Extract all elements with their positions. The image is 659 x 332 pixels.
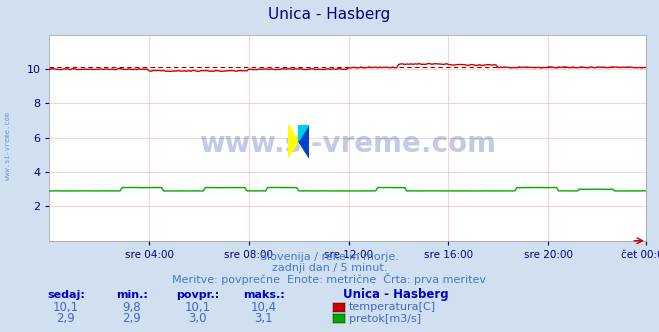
Text: 10,4: 10,4 — [250, 300, 277, 314]
Text: sedaj:: sedaj: — [47, 290, 85, 300]
Text: 3,1: 3,1 — [254, 312, 273, 325]
Text: zadnji dan / 5 minut.: zadnji dan / 5 minut. — [272, 263, 387, 273]
Text: Slovenija / reke in morje.: Slovenija / reke in morje. — [260, 252, 399, 262]
Text: Meritve: povprečne  Enote: metrične  Črta: prva meritev: Meritve: povprečne Enote: metrične Črta:… — [173, 273, 486, 285]
Text: povpr.:: povpr.: — [176, 290, 219, 300]
Text: temperatura[C]: temperatura[C] — [349, 302, 436, 312]
Text: 10,1: 10,1 — [53, 300, 79, 314]
Text: pretok[m3/s]: pretok[m3/s] — [349, 314, 420, 324]
Text: min.:: min.: — [116, 290, 148, 300]
Polygon shape — [299, 124, 309, 141]
Text: 3,0: 3,0 — [188, 312, 207, 325]
Text: Unica - Hasberg: Unica - Hasberg — [268, 7, 391, 23]
Text: www.si-vreme.com: www.si-vreme.com — [5, 112, 11, 180]
Text: Unica - Hasberg: Unica - Hasberg — [343, 288, 448, 301]
Text: maks.:: maks.: — [243, 290, 285, 300]
Text: www.si-vreme.com: www.si-vreme.com — [199, 130, 496, 158]
Text: 2,9: 2,9 — [57, 312, 75, 325]
Text: 9,8: 9,8 — [123, 300, 141, 314]
Text: 10,1: 10,1 — [185, 300, 211, 314]
Polygon shape — [299, 124, 309, 158]
Text: 2,9: 2,9 — [123, 312, 141, 325]
Polygon shape — [288, 124, 299, 158]
